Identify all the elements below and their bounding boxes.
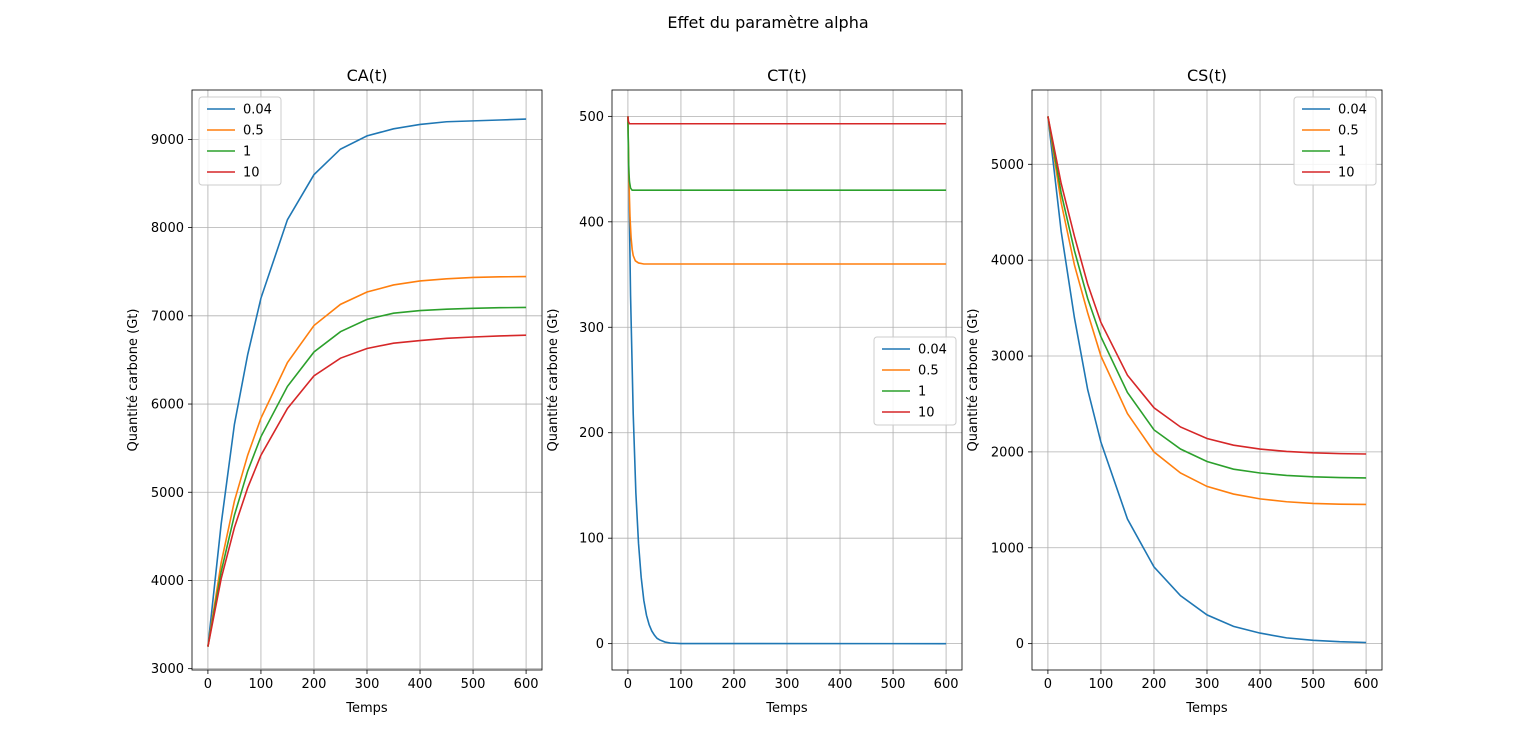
legend-label: 0.04 [243,103,272,118]
legend: 0.04 0.5 1 10 [198,96,282,186]
legend: 0.04 0.5 1 10 [873,336,957,426]
y-axis-label: Quantité carbone (Gt) [126,309,141,452]
y-tick-label: 4000 [991,254,1024,269]
legend-label: 0.5 [918,364,939,379]
x-tick-label: 200 [302,677,327,692]
y-tick-label: 7000 [151,309,184,324]
legend-label: 0.5 [243,124,264,139]
y-tick-label: 6000 [151,398,184,413]
subplot-3: 0 100 200 300 400 500 600 0 1000 2000 3000 4000 5000… [966,66,1383,716]
series-line-0.5 [207,275,527,647]
y-axis-label: Quantité carbone (Gt) [966,309,981,452]
subplot-title: CS(t) [1187,66,1227,85]
legend-label: 0.04 [1338,103,1367,118]
figure-suptitle: Effet du paramètre alpha [667,13,869,32]
y-tick-label: 1000 [991,541,1024,556]
x-tick-label: 500 [1301,677,1326,692]
y-tick-label: 100 [579,532,604,547]
legend-label: 10 [1338,166,1355,181]
x-tick-label: 0 [204,677,212,692]
legend-label: 0.04 [918,343,947,358]
y-tick-label: 200 [579,426,604,441]
series-line-0.04 [1047,116,1367,644]
x-axis-label: Temps [345,701,388,716]
x-tick-label: 600 [934,677,959,692]
legend-label: 0.5 [1338,124,1359,139]
series-line-0.04 [627,116,947,645]
x-tick-label: 100 [669,677,694,692]
series-line-10 [207,334,527,647]
x-tick-label: 200 [1142,677,1167,692]
x-tick-label: 300 [1195,677,1220,692]
series-line-1 [207,306,527,647]
legend-frame [1293,96,1377,186]
x-tick-label: 100 [249,677,274,692]
x-axis-label: Temps [765,701,808,716]
series-line-0.5 [627,116,947,265]
legend-label: 10 [918,406,935,421]
x-axis-label: Temps [1185,701,1228,716]
x-tick-label: 0 [1044,677,1052,692]
x-tick-label: 600 [1354,677,1379,692]
x-tick-label: 500 [461,677,486,692]
x-tick-label: 500 [881,677,906,692]
subplot-title: CA(t) [347,66,388,85]
y-tick-label: 3000 [991,350,1024,365]
series-line-1 [627,116,947,191]
x-tick-label: 300 [355,677,380,692]
y-tick-label: 5000 [151,486,184,501]
series-line-10 [627,116,947,125]
x-tick-label: 400 [828,677,853,692]
y-tick-label: 0 [1016,637,1024,652]
x-tick-label: 0 [624,677,632,692]
y-tick-label: 0 [596,637,604,652]
subplot-2: 0 100 200 300 400 500 600 0 100 200 300 400 500 CT(t)… [546,66,963,716]
legend-label: 1 [1338,145,1346,160]
y-tick-label: 500 [579,110,604,125]
x-tick-label: 300 [775,677,800,692]
y-tick-label: 8000 [151,221,184,236]
y-tick-label: 400 [579,215,604,230]
subplot-1: 0 100 200 300 400 500 600 3000 4000 5000 6000 7000 8… [126,66,543,716]
x-tick-label: 200 [722,677,747,692]
subplot-title: CT(t) [767,66,807,85]
series-line-0.5 [1047,116,1367,506]
legend-label: 10 [243,166,260,181]
series-line-1 [1047,116,1367,479]
x-tick-label: 400 [408,677,433,692]
x-tick-label: 400 [1248,677,1273,692]
x-tick-label: 600 [514,677,539,692]
series-line-10 [1047,116,1367,455]
legend: 0.04 0.5 1 10 [1293,96,1377,186]
y-tick-label: 5000 [991,158,1024,173]
y-tick-label: 2000 [991,445,1024,460]
legend-label: 1 [243,145,251,160]
y-tick-label: 4000 [151,574,184,589]
series-line-0.04 [207,118,527,647]
y-tick-label: 300 [579,321,604,336]
legend-frame [873,336,957,426]
y-axis-label: Quantité carbone (Gt) [546,309,561,452]
y-tick-label: 9000 [151,133,184,148]
x-tick-label: 100 [1089,677,1114,692]
legend-frame [198,96,282,186]
y-tick-label: 3000 [151,662,184,677]
legend-label: 1 [918,385,926,400]
